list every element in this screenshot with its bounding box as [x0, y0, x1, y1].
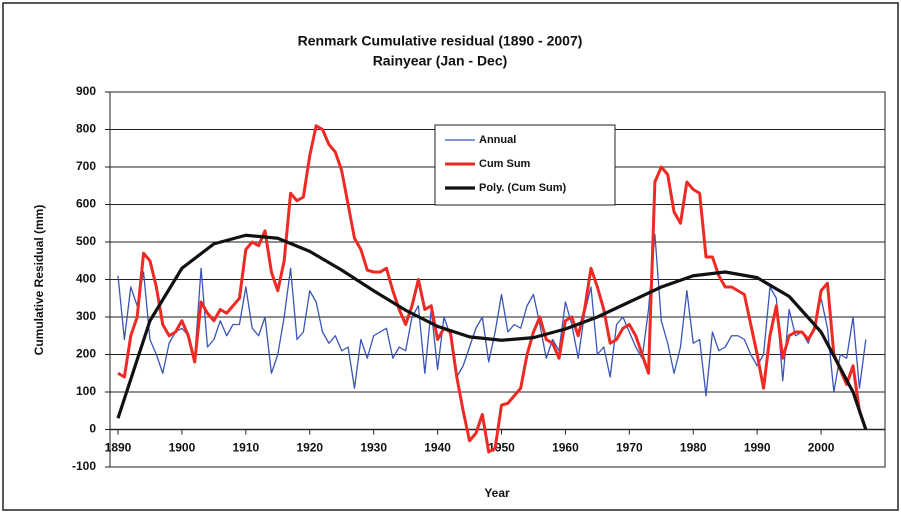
x-tick-label: 2000	[808, 441, 835, 455]
x-tick-label: 1910	[232, 441, 259, 455]
series-line	[117, 233, 867, 397]
x-tick-label: 1900	[169, 441, 196, 455]
legend-label: Cum Sum	[479, 158, 531, 170]
y-tick-label: 500	[76, 234, 96, 248]
x-tick-label: 1980	[680, 441, 707, 455]
chart-subtitle: Rainyear (Jan - Dec)	[373, 53, 508, 69]
x-tick-label: 1950	[488, 441, 515, 455]
y-tick-label: 300	[76, 309, 96, 323]
legend-label: Annual	[479, 134, 516, 146]
y-tick-label: 200	[76, 347, 96, 361]
series-line	[116, 233, 868, 431]
y-tick-label: 400	[76, 272, 96, 286]
y-tick-label: 600	[76, 197, 96, 211]
x-tick-label: 1890	[105, 441, 132, 455]
y-axis-label: Cumulative Residual (mm)	[32, 205, 46, 356]
x-tick-label: 1930	[360, 441, 387, 455]
series-line	[117, 124, 868, 454]
x-tick-label: 1960	[552, 441, 579, 455]
y-tick-label: 800	[76, 122, 96, 136]
x-tick-label: 1990	[744, 441, 771, 455]
y-tick-label: 700	[76, 159, 96, 173]
y-tick-label: 100	[76, 384, 96, 398]
x-tick-label: 1970	[616, 441, 643, 455]
legend-label: Poly. (Cum Sum)	[479, 182, 567, 194]
x-axis-label: Year	[484, 486, 510, 500]
x-tick-label: 1920	[296, 441, 323, 455]
y-tick-label: -100	[72, 459, 96, 473]
y-tick-label: 900	[76, 84, 96, 98]
chart-title: Renmark Cumulative residual (1890 - 2007…	[298, 33, 583, 49]
y-tick-label: 0	[89, 422, 96, 436]
x-tick-label: 1940	[424, 441, 451, 455]
